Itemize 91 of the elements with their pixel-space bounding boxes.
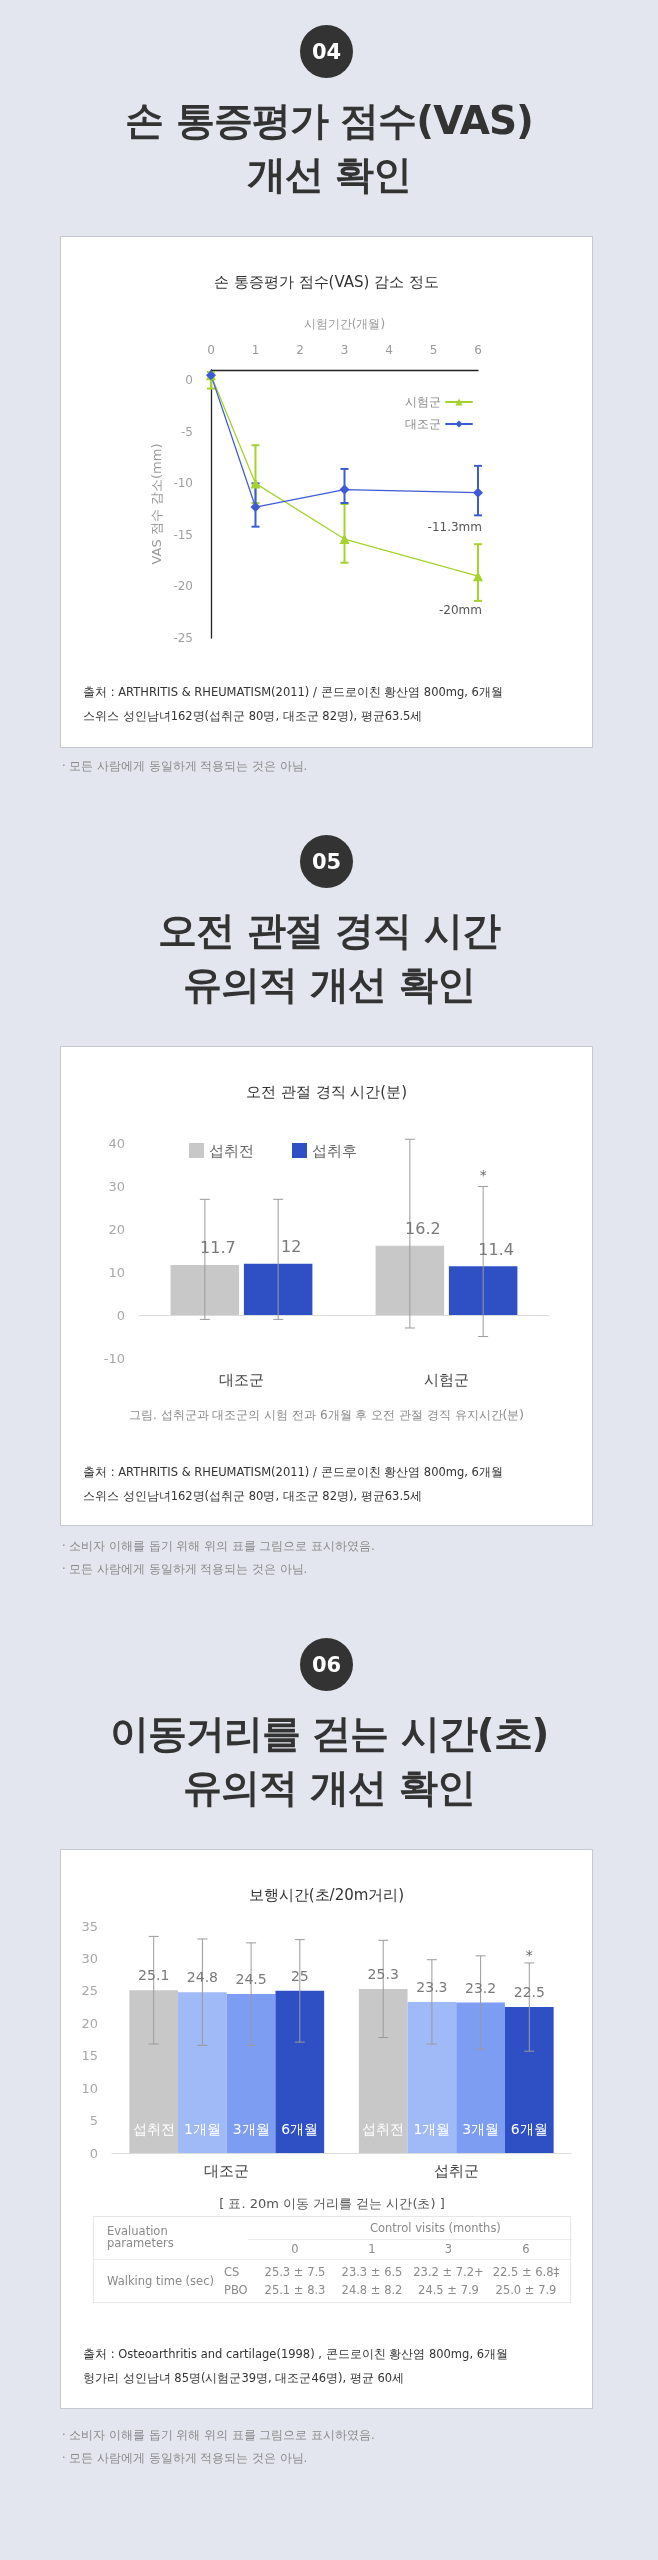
text: PBO bbox=[224, 2283, 248, 2297]
text: 3개월 bbox=[462, 2121, 500, 2137]
text: CS bbox=[224, 2265, 240, 2279]
series-label: 6개월 bbox=[281, 2121, 319, 2137]
chart-subtitle: 보행시간(초/20m거리) bbox=[248, 1885, 405, 1904]
source-note: 출처 : Osteoarthritis and cartilage(1998) , 콘드로이친 황산염 800mg, 6개월 bbox=[83, 2346, 509, 2363]
number-badge: 04 bbox=[300, 25, 353, 78]
legend-label: 시험군 bbox=[405, 395, 441, 409]
number-badge: 06 bbox=[300, 1638, 353, 1691]
y-tick-label: 0 bbox=[185, 373, 193, 388]
text: 3 bbox=[443, 2242, 454, 2256]
x-tick-label: 3 bbox=[340, 343, 349, 357]
y-tick-label: 10 bbox=[108, 1264, 125, 1280]
y-tick-label: 20 bbox=[108, 1221, 125, 1237]
x-tick-label: 2 bbox=[296, 343, 304, 357]
number-badge: 05 bbox=[300, 835, 353, 888]
text: 23.3 ± 6.5 bbox=[340, 2265, 404, 2279]
text: 24.5 ± 7.9 bbox=[417, 2283, 480, 2297]
y-tick-label: 10 bbox=[81, 2080, 98, 2096]
source-note: 출처 : ARTHRITIS & RHEUMATISM(2011) / 콘드로이친 황산염 800mg, 6개월 bbox=[83, 1464, 503, 1481]
y-tick-label: 35 bbox=[81, 1918, 98, 1934]
text: 22.5 ± 6.8‡ bbox=[491, 2265, 561, 2279]
x-tick-label: 5 bbox=[429, 343, 438, 357]
text: 0 bbox=[290, 2242, 300, 2256]
y-tick-label: 40 bbox=[108, 1136, 125, 1152]
y-tick-label: -10 bbox=[103, 1350, 125, 1366]
text: · 모든 사람에게 동일하게 적용되는 것은 아님. bbox=[62, 2450, 309, 2467]
data-label: 23.3 bbox=[416, 1978, 448, 1995]
text: 6개월 bbox=[510, 2121, 548, 2137]
data-label: 25.3 bbox=[367, 1965, 399, 1982]
y-tick-label: 15 bbox=[81, 2048, 98, 2064]
y-tick-label: 0 bbox=[89, 2145, 98, 2161]
text: Walking time (sec) bbox=[107, 2274, 214, 2288]
legend-label: 섭취전 bbox=[209, 1141, 254, 1160]
data-label: 25 bbox=[290, 1967, 309, 1984]
text: Evaluation parameters bbox=[107, 2224, 175, 2250]
text: 24.8 ± 8.2 bbox=[340, 2283, 404, 2297]
chart-subtitle: 오전 관절 경직 시간(분) bbox=[245, 1082, 408, 1101]
text: 6 bbox=[521, 2242, 531, 2256]
chart-title: 이동거리를 걷는 시간(초) 유의적 개선 확인 bbox=[108, 1710, 550, 1812]
x-tick-label: 6 bbox=[474, 343, 482, 357]
x-tick-label: 0 bbox=[207, 343, 215, 357]
data-label: 11.7 bbox=[200, 1238, 236, 1258]
y-tick-label: 25 bbox=[81, 1983, 98, 1999]
text: 스위스 성인남녀162명(섭취군 80명, 대조군 82명), 평균63.5세 bbox=[83, 708, 424, 725]
text: 헝가리 성인남녀 85명(시험군39명, 대조군46명), 평균 60세 bbox=[83, 2370, 406, 2387]
data-label: 24.5 bbox=[235, 1971, 267, 1988]
y-tick-label: 30 bbox=[108, 1178, 125, 1194]
data-label: 11.4 bbox=[478, 1239, 514, 1259]
x-tick-label: 4 bbox=[385, 343, 393, 357]
legend-label: 섭취후 bbox=[312, 1141, 357, 1160]
x-tick-label: 1 bbox=[251, 343, 260, 357]
annotation: * bbox=[525, 1946, 533, 1963]
y-tick-label: -5 bbox=[181, 424, 193, 439]
text: [ 표. 20m 이동 거리를 걷는 시간(초) ] bbox=[218, 2195, 446, 2213]
text: 25.0 ± 7.9 bbox=[494, 2283, 558, 2297]
y-tick-label: -25 bbox=[173, 631, 193, 645]
text: · 소비자 이해를 돕기 위해 위의 표를 그림으로 표시하였음. bbox=[62, 2427, 375, 2444]
y-tick-label: 0 bbox=[116, 1307, 125, 1323]
text: 그림. 섭취군과 대조군의 시험 전과 6개월 후 오전 관절 경직 유지시간(분) bbox=[128, 1407, 525, 1424]
text: Control visits (months) bbox=[370, 2221, 501, 2235]
x-axis-title: 시험기간(개월) bbox=[303, 317, 386, 331]
data-label: 16.2 bbox=[405, 1219, 441, 1239]
y-tick-label: 30 bbox=[81, 1950, 98, 1966]
data-label: 12 bbox=[280, 1237, 302, 1257]
annotation: * bbox=[479, 1167, 487, 1184]
text: 1 bbox=[367, 2242, 377, 2256]
source-note: 출처 : ARTHRITIS & RHEUMATISM(2011) / 콘드로이친 황산염 800mg, 6개월 bbox=[83, 684, 503, 701]
text: · 모든 사람에게 동일하게 적용되는 것은 아님. bbox=[62, 1561, 309, 1578]
x-tick-label: 섭취군 bbox=[433, 2161, 479, 2180]
y-tick-label: -10 bbox=[173, 476, 193, 491]
annotation: -20mm bbox=[439, 603, 482, 618]
y-tick-label: -15 bbox=[173, 527, 193, 542]
y-tick-label: -20 bbox=[173, 579, 193, 594]
annotation: -11.3mm bbox=[427, 519, 482, 534]
text: 1개월 bbox=[413, 2121, 451, 2137]
text: 23.2 ± 7.2+ bbox=[412, 2265, 485, 2279]
chart-title: 오전 관절 경직 시간 유의적 개선 확인 bbox=[157, 907, 502, 1009]
legend-label: 대조군 bbox=[405, 417, 441, 431]
chart-subtitle: 손 통증평가 점수(VAS) 감소 정도 bbox=[214, 272, 439, 291]
series-label: 3개월 bbox=[232, 2121, 270, 2137]
text: · 소비자 이해를 돕기 위해 위의 표를 그림으로 표시하였음. bbox=[62, 1538, 375, 1555]
text: 25.3 ± 7.5 bbox=[263, 2265, 327, 2279]
chart-title: 손 통증평가 점수(VAS) 개선 확인 bbox=[124, 97, 534, 199]
text: 스위스 성인남녀162명(섭취군 80명, 대조군 82명), 평균63.5세 bbox=[83, 1488, 424, 1505]
y-tick-label: 20 bbox=[81, 2015, 98, 2031]
y-axis-title: VAS 점수 감소(mm) bbox=[148, 443, 164, 565]
series-label: 1개월 bbox=[183, 2121, 221, 2137]
text: · 모든 사람에게 동일하게 적용되는 것은 아님. bbox=[62, 758, 308, 775]
text: 25.1 ± 8.3 bbox=[263, 2283, 327, 2297]
y-tick-label: 5 bbox=[89, 2113, 98, 2129]
